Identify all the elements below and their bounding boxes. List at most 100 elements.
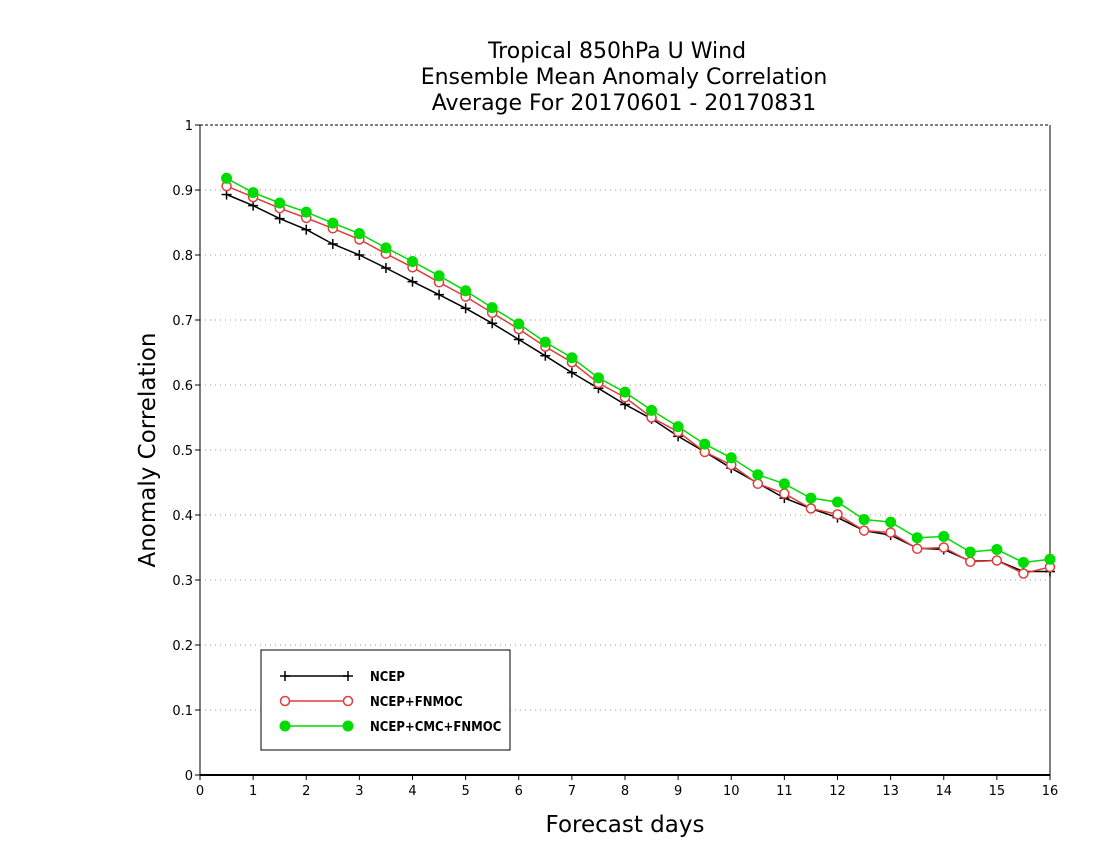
grid: [200, 189, 1050, 711]
data-point: [885, 527, 896, 538]
legend-marker: [343, 671, 353, 681]
data-point: [991, 543, 1003, 555]
x-tick-label: 5: [461, 784, 469, 799]
data-point: [1044, 553, 1056, 565]
data-point: [434, 289, 445, 300]
title-line-3: Average For 20170601 - 20170831: [432, 91, 817, 116]
y-tick-label: 1: [185, 119, 193, 134]
data-point: [433, 270, 445, 282]
chart-title: Tropical 850hPa U Wind Ensemble Mean Ano…: [421, 39, 828, 116]
y-tick-label: 0.4: [172, 509, 193, 524]
x-tick-label: 7: [568, 784, 576, 799]
y-tick-label: 0: [185, 769, 193, 784]
x-tick-label: 8: [621, 784, 629, 799]
data-point: [778, 478, 790, 490]
y-tick-label: 0.6: [172, 379, 193, 394]
data-point: [619, 386, 631, 398]
data-point: [965, 556, 976, 568]
legend-entry: NCEP+CMC+FNMOC: [279, 720, 501, 735]
legend-entry: NCEP: [280, 670, 405, 685]
data-point: [672, 421, 684, 433]
data-point: [938, 530, 950, 542]
series-2: [221, 172, 1056, 568]
data-point: [725, 452, 737, 464]
data-point: [460, 303, 471, 314]
y-tick-label: 0.7: [172, 314, 193, 329]
legend-entry: NCEP+FNMOC: [279, 695, 463, 710]
data-point: [885, 516, 897, 528]
y-tick-label: 0.5: [172, 444, 193, 459]
data-point: [592, 372, 604, 384]
series-1: [221, 180, 1056, 579]
data-point: [539, 336, 551, 348]
x-tick-label: 4: [408, 784, 416, 799]
legend-marker: [280, 671, 290, 681]
data-point: [938, 542, 949, 553]
title-line-2: Ensemble Mean Anomaly Correlation: [421, 65, 828, 90]
data-point: [513, 318, 525, 330]
x-tick-label: 10: [723, 784, 740, 799]
y-tick-label: 0.2: [172, 639, 193, 654]
data-point: [513, 334, 524, 345]
data-point: [407, 256, 418, 267]
y-axis-label: Anomaly Correlation: [135, 332, 161, 567]
data-point: [964, 546, 976, 558]
data-point: [699, 438, 711, 450]
legend: NCEP NCEP+FNMOC NCEP+CMC+FNMOC: [260, 649, 511, 751]
data-point: [460, 285, 472, 297]
data-point: [832, 496, 843, 508]
data-point: [752, 478, 764, 490]
data-point: [487, 318, 498, 329]
legend-marker: [279, 695, 291, 707]
y-tick-label: 0.9: [172, 184, 193, 199]
data-point: [486, 302, 498, 314]
x-tick-label: 3: [355, 784, 363, 799]
y-tick-label: 0.8: [172, 249, 193, 264]
legend-box: [260, 649, 511, 751]
data-point: [247, 187, 259, 199]
x-tick-label: 16: [1042, 784, 1059, 799]
data-point: [327, 238, 338, 249]
data-point: [805, 503, 817, 514]
x-tick-label: 0: [196, 784, 204, 799]
data-point: [911, 543, 923, 555]
legend-marker: [279, 720, 291, 732]
x-tick-label: 2: [302, 784, 310, 799]
data-point: [566, 367, 577, 378]
legend-label: NCEP+FNMOC: [370, 695, 463, 710]
axes: 00.10.20.30.40.50.60.70.80.910 1 2 3 4 5 6 7 8 9 1…: [172, 119, 1058, 799]
data-point: [832, 509, 843, 520]
data-point: [805, 492, 817, 504]
data-point: [646, 404, 658, 416]
legend-label: NCEP: [370, 670, 405, 685]
data-point: [407, 276, 418, 287]
data-point: [353, 228, 365, 240]
data-point: [274, 197, 286, 209]
data-point: [380, 263, 391, 273]
data-point: [1017, 556, 1029, 568]
x-tick-label: 11: [776, 784, 793, 799]
y-tick-label: 0.3: [172, 574, 193, 589]
data-point: [380, 242, 392, 254]
series-0: [221, 189, 1055, 577]
legend-label: NCEP+CMC+FNMOC: [370, 720, 501, 735]
x-tick-label: 13: [882, 784, 899, 799]
x-axis-label: Forecast days: [546, 812, 705, 838]
data-point: [858, 514, 870, 526]
data-point: [300, 206, 312, 218]
data-point: [221, 172, 233, 184]
x-tick-label: 1: [249, 784, 257, 799]
legend-marker: [342, 720, 354, 732]
data-point: [911, 532, 923, 544]
x-tick-label: 14: [935, 784, 952, 799]
x-tick-label: 12: [829, 784, 846, 799]
data-point: [540, 350, 551, 361]
data-point: [301, 224, 312, 235]
data-point: [991, 555, 1003, 566]
legend-marker: [342, 695, 354, 707]
x-tick-label: 15: [989, 784, 1006, 799]
data-point: [752, 469, 764, 481]
title-line-1: Tropical 850hPa U Wind: [487, 39, 746, 64]
data-point: [274, 213, 285, 224]
